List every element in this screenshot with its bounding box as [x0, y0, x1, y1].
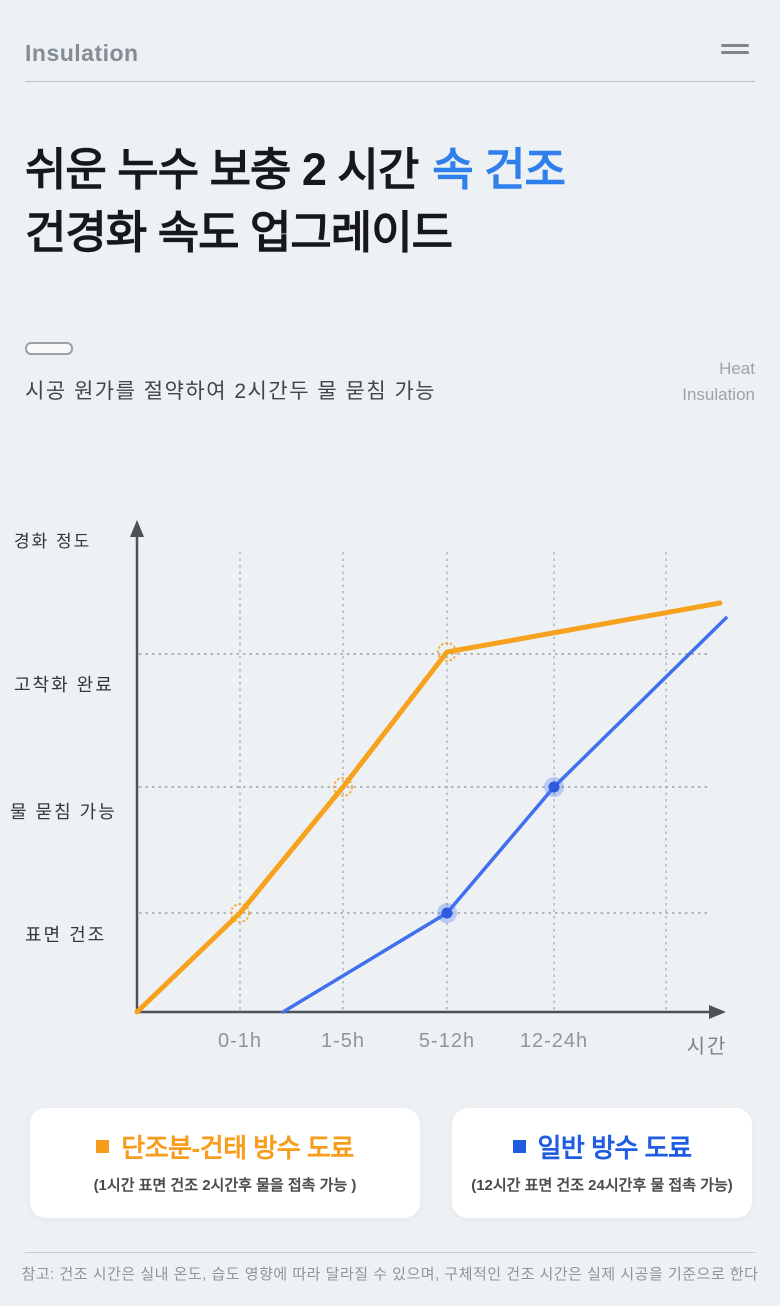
legend-card-normal-title: 일반 방수 도료: [537, 1133, 692, 1163]
x-tick-5-12h: 5-12h: [418, 1030, 476, 1052]
footer-divider: [25, 1252, 755, 1253]
brand-logo: Insulation: [25, 40, 139, 66]
y-tick-water-contact: 물 묻침 가능: [10, 802, 117, 822]
page-title: 쉬운 누수 보충 2 시간 속 건조 건경화 속도 업그레이드: [25, 138, 765, 264]
heat-insulation-watermark: Heat Insulation: [682, 359, 755, 404]
page-title-blue: 속 건조: [432, 144, 566, 195]
pill-decoration: [25, 342, 73, 355]
page-title-line2: 건경화 속도 업그레이드: [25, 207, 453, 258]
x-tick-1-5h: 1-5h: [320, 1030, 366, 1052]
page-title-black: 쉬운 누수 보충 2 시간: [25, 144, 419, 195]
legend-card-normal-subtitle: (12시간 표면 건조 24시간후 물 접촉 가능): [471, 1177, 733, 1194]
blue-square-icon: [512, 1140, 526, 1153]
y-axis-title: 경화 정도: [14, 532, 92, 551]
y-tick-surface-dry: 표면 건조: [25, 925, 107, 945]
legend-card-normal: 일반 방수 도료 (12시간 표면 건조 24시간후 물 접촉 가능): [452, 1108, 752, 1218]
page-subtitle: 시공 원가를 절약하여 2시간두 물 묻침 가능: [25, 380, 437, 403]
header-divider: [25, 81, 755, 82]
orange-square-icon: [96, 1140, 110, 1153]
legend-card-fast-dry: 단조분-건태 방수 도료 (1시간 표면 건조 2시간후 물을 접촉 가능 ): [30, 1108, 420, 1218]
footer-note: 참고: 건조 시간은 실내 온도, 습도 영향에 따라 달라질 수 있으며, 구…: [21, 1266, 759, 1283]
menu-icon[interactable]: [721, 44, 749, 58]
legend-card-fast-dry-title: 단조분-건태 방수 도료: [121, 1133, 354, 1163]
legend-card-fast-dry-subtitle: (1시간 표면 건조 2시간후 물을 접촉 가능 ): [93, 1177, 357, 1194]
x-tick-12-24h: 12-24h: [519, 1030, 589, 1052]
y-tick-fixation-complete: 고착화 완료: [14, 675, 114, 695]
x-tick-0-1h: 0-1h: [217, 1030, 263, 1052]
x-axis-title: 시간: [686, 1036, 728, 1058]
